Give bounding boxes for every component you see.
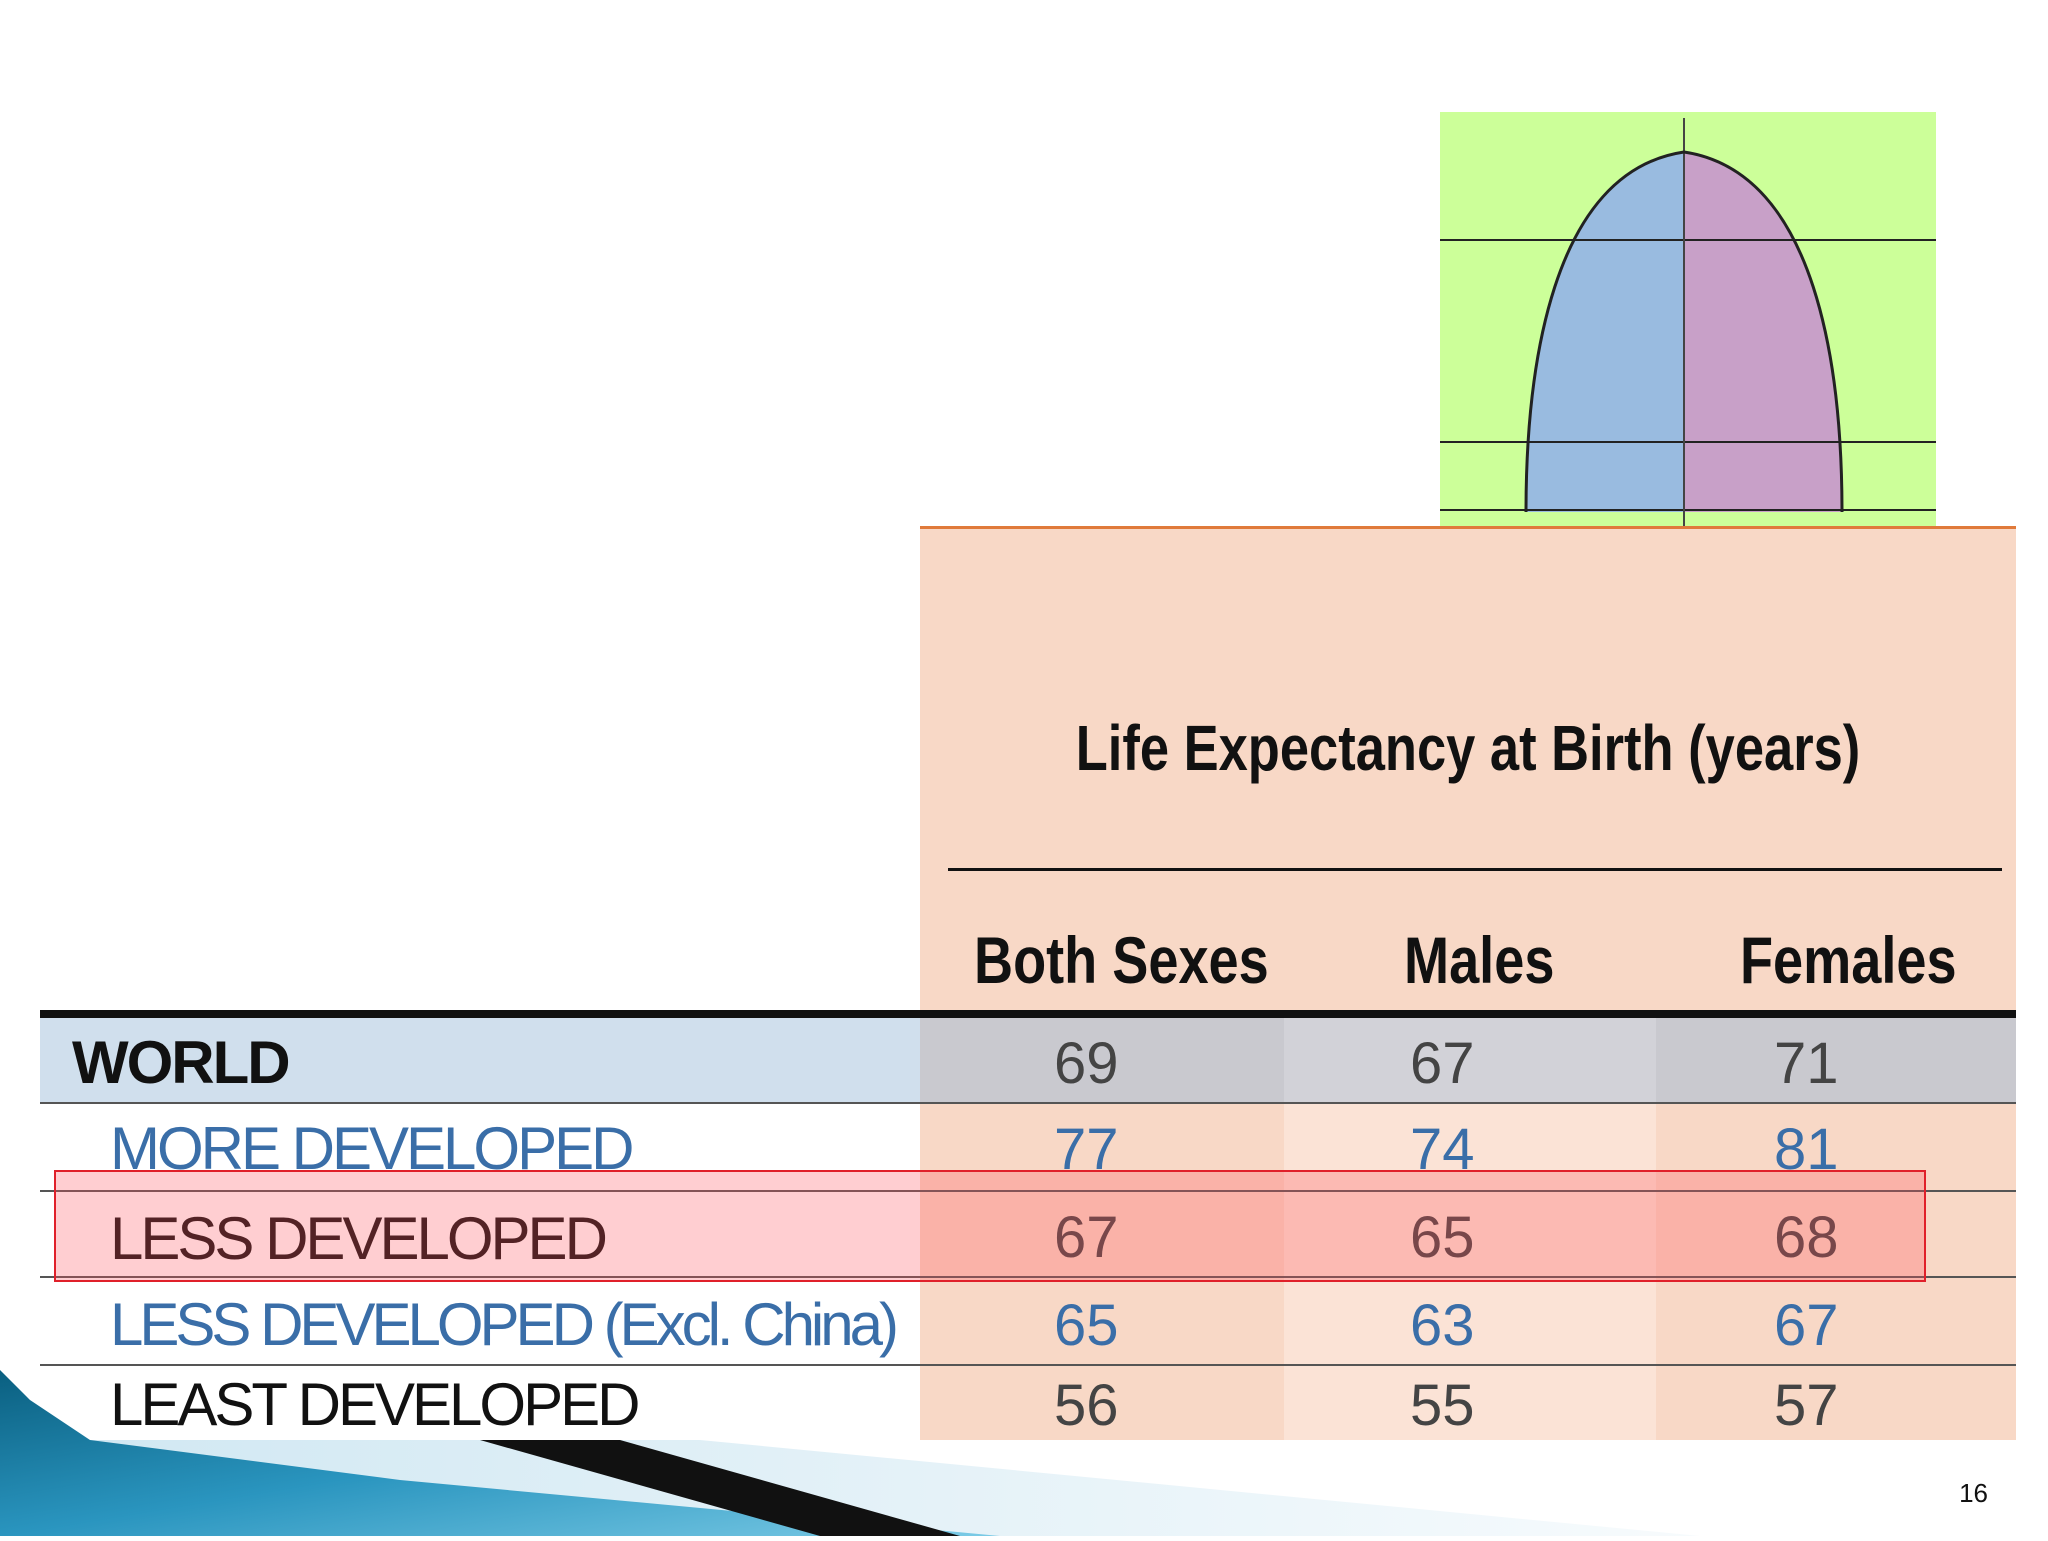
life-expectancy-table: Life Expectancy at Birth (years) Both Se… — [40, 526, 2016, 1440]
table-row-least-developed: LEAST DEVELOPED 56 55 57 — [40, 1366, 2016, 1440]
row-label: LESS DEVELOPED (Excl. China) — [110, 1291, 899, 1358]
title-rule — [948, 868, 2002, 871]
value-females: 67 — [1774, 1293, 1839, 1358]
value-females: 68 — [1774, 1205, 1839, 1270]
row-label: LEAST DEVELOPED — [110, 1371, 640, 1438]
value-females: 57 — [1774, 1373, 1839, 1438]
table-header-background — [920, 526, 2016, 1013]
page-number: 16 — [1959, 1478, 1988, 1508]
row-divider — [40, 1364, 2016, 1366]
value-males: 67 — [1410, 1031, 1475, 1096]
row-divider — [40, 1276, 2016, 1278]
row-label: WORLD — [72, 1029, 291, 1096]
table-row-less-developed: LESS DEVELOPED 67 65 68 — [40, 1192, 2016, 1276]
value-males: 63 — [1410, 1293, 1475, 1358]
highlight-box — [54, 1170, 1926, 1282]
row-divider — [40, 1190, 2016, 1192]
row-divider — [40, 1102, 2016, 1104]
table-row-world: WORLD 69 67 71 — [40, 1018, 2016, 1102]
population-pyramid-graphic — [1440, 112, 1936, 526]
value-both-sexes: 67 — [1054, 1205, 1119, 1270]
column-header-females: Females — [1740, 923, 1957, 997]
row-label: LESS DEVELOPED — [110, 1205, 608, 1272]
value-both-sexes: 56 — [1054, 1373, 1119, 1438]
value-both-sexes: 69 — [1054, 1031, 1119, 1096]
column-header-males: Males — [1404, 923, 1555, 997]
slide-footer-decoration — [0, 1340, 2048, 1536]
value-males: 65 — [1410, 1205, 1475, 1270]
table-title: Life Expectancy at Birth (years) — [1075, 712, 1861, 784]
column-header-both-sexes: Both Sexes — [974, 923, 1269, 997]
header-rule — [40, 1010, 2016, 1018]
value-females: 71 — [1774, 1031, 1839, 1096]
value-both-sexes: 65 — [1054, 1293, 1119, 1358]
value-males: 55 — [1410, 1373, 1475, 1438]
table-row-less-developed-excl-china: LESS DEVELOPED (Excl. China) 65 63 67 — [40, 1278, 2016, 1364]
